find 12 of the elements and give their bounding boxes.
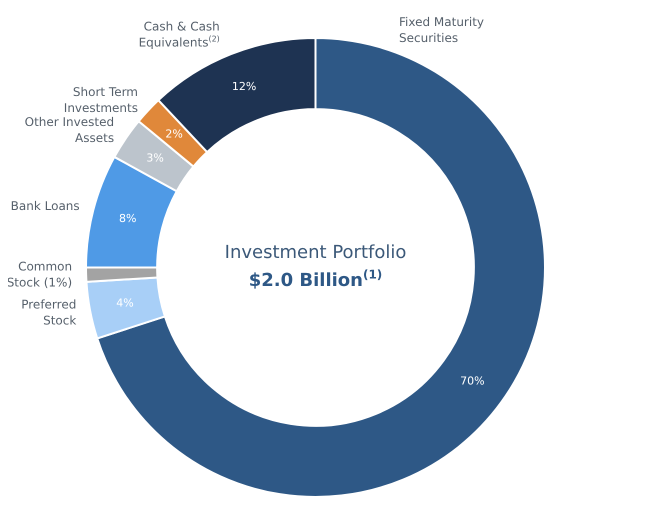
data-label: 12% xyxy=(232,80,256,94)
text: Investment Portfolio xyxy=(224,242,406,264)
data-label: 3% xyxy=(146,151,164,164)
slice-label: Preferred Stock xyxy=(21,297,76,328)
slice-label: Other Invested Assets xyxy=(24,114,114,145)
data-label: 2% xyxy=(165,128,183,141)
slice-label: Bank Loans xyxy=(10,199,80,214)
data-label: 4% xyxy=(116,296,134,310)
slice-label: Fixed Maturity Securities xyxy=(398,14,484,45)
data-label: 8% xyxy=(118,212,136,226)
slice-label: Short Term Investments xyxy=(64,84,138,115)
data-label: 70% xyxy=(460,374,485,388)
